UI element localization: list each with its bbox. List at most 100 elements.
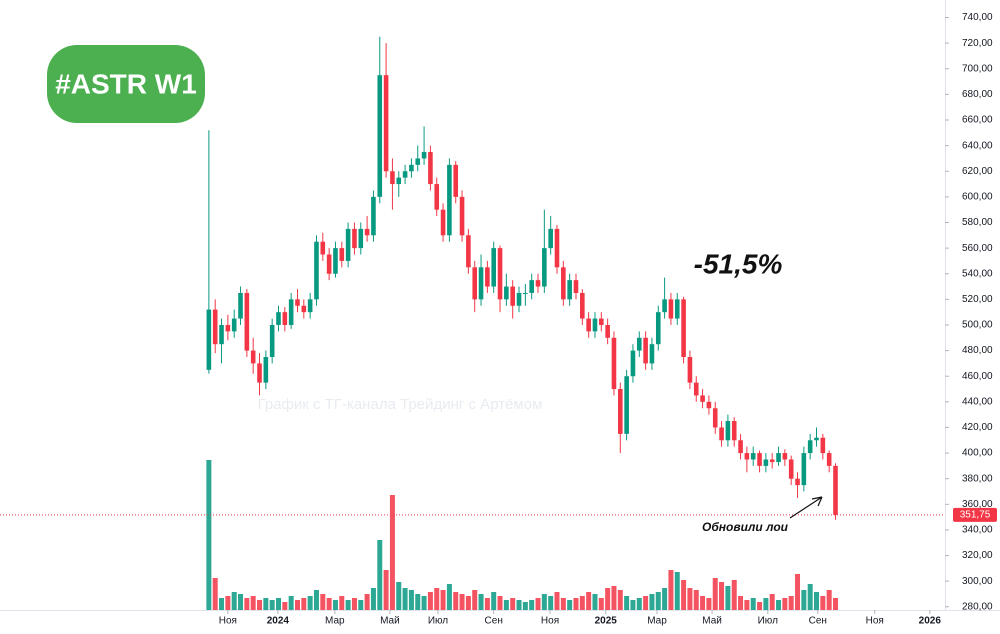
x-tick-label: 2024 [267,616,290,627]
volume-bar [263,598,269,610]
volume-bar [288,596,294,610]
title-badge [47,45,205,123]
candle-body [535,280,541,287]
candle-body [238,292,243,319]
volume-bar [396,582,402,610]
y-tick-label: 740,00 [962,12,993,23]
candle-body [428,152,433,185]
volume-bar [738,596,744,610]
volume-bar [472,590,478,610]
candle-body [693,382,699,396]
candle-body [820,437,826,454]
candle-body [396,177,402,185]
volume-bar [712,578,718,610]
candle-body [257,363,262,383]
candle-body [288,299,294,325]
y-tick-label: 480,00 [962,345,993,356]
candle-body [554,228,560,268]
candle-body [504,286,509,300]
volume-bar [434,588,440,610]
candle-body [630,350,636,377]
volume-bar [415,594,421,610]
volume-bar [643,596,649,610]
candle-body [212,309,218,345]
volume-bar [611,586,617,610]
candle-body [561,267,566,300]
candle-body [383,75,389,172]
candle-body [301,305,307,313]
candle-body [314,241,319,300]
volume-bar [453,592,459,610]
volume-bar [750,598,756,610]
candle-body [712,408,718,428]
y-tick-label: 340,00 [962,525,993,536]
candle-body [244,292,250,351]
x-tick-label: 2026 [919,616,942,627]
candle-body [219,324,224,345]
volume-bar [757,602,763,610]
y-tick-label: 420,00 [962,422,993,433]
volume-bar [510,598,516,610]
candle-body [263,356,269,383]
y-tick-label: 580,00 [962,217,993,228]
volume-bar [744,600,750,610]
candle-body [466,235,471,268]
annotation: Обновили лои [702,520,789,534]
x-tick-label: Сен [485,616,503,627]
y-tick-label: 440,00 [962,396,993,407]
candle-body [636,337,642,351]
candle-body [409,164,414,172]
y-tick-label: 700,00 [962,63,993,74]
y-tick-label: 280,00 [962,601,993,612]
y-tick-label: 620,00 [962,166,993,177]
volume-bar [238,594,244,610]
volume-bar [795,574,801,610]
candle-body [605,324,610,338]
volume-bar [377,540,383,610]
volume-bar [617,590,623,610]
watermark: График с ТГ-канала Трейдинг с Артёмом [258,396,543,413]
volume-bar [826,590,832,610]
volume-bar [351,598,357,610]
volume-bar [465,596,471,610]
y-tick-label: 640,00 [962,140,993,151]
volume-bar [655,592,661,610]
candle-body [276,312,281,325]
volume-bar [719,582,725,610]
y-tick-label: 600,00 [962,192,993,203]
volume-bar [573,598,579,610]
volume-bar [212,578,218,610]
volume-bar [294,600,300,610]
x-tick-label: Ноя [219,616,237,627]
candle-body [510,286,515,306]
candle-body [295,299,300,306]
candle-body [548,228,553,249]
candle-body [795,478,800,486]
candle-body [434,184,440,210]
candle-body [459,196,465,236]
candle-body [371,196,376,236]
x-tick-label: Ноя [866,616,884,627]
candle-body [731,421,737,441]
volume-bar [206,460,212,610]
volume-bar [275,598,281,610]
candle-body [472,267,478,300]
candle-body [700,395,705,402]
x-tick-label: Июл [428,616,448,627]
volume-bar [408,590,414,610]
y-tick-label: 400,00 [962,448,993,459]
candle-body [421,152,427,159]
candle-body [320,241,326,255]
volume-bar [503,600,509,610]
y-tick-label: 300,00 [962,576,993,587]
candle-body [567,280,572,300]
y-tick-label: 520,00 [962,294,993,305]
candle-body [725,421,731,441]
volume-bar [731,580,737,610]
candle-body [776,453,781,463]
y-tick-label: 540,00 [962,268,993,279]
price-label-box [953,507,997,522]
volume-bar [522,602,528,610]
candle-body [687,356,693,383]
candle-body [364,228,370,236]
